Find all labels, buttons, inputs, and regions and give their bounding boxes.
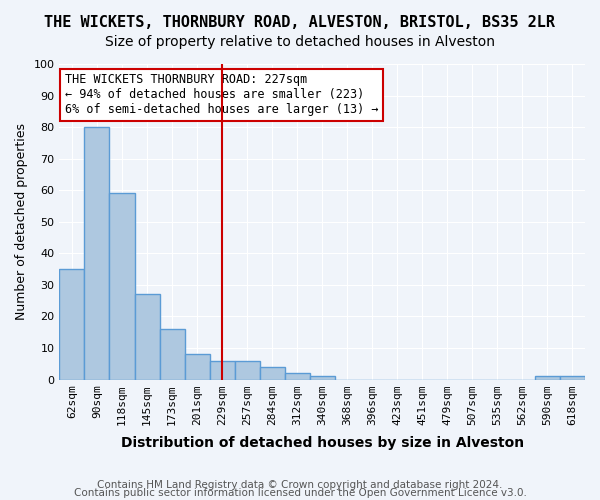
- Text: THE WICKETS THORNBURY ROAD: 227sqm
← 94% of detached houses are smaller (223)
6%: THE WICKETS THORNBURY ROAD: 227sqm ← 94%…: [65, 74, 378, 116]
- Bar: [560, 376, 585, 380]
- Y-axis label: Number of detached properties: Number of detached properties: [15, 124, 28, 320]
- Bar: [160, 329, 185, 380]
- Text: THE WICKETS, THORNBURY ROAD, ALVESTON, BRISTOL, BS35 2LR: THE WICKETS, THORNBURY ROAD, ALVESTON, B…: [44, 15, 556, 30]
- Text: Size of property relative to detached houses in Alveston: Size of property relative to detached ho…: [105, 35, 495, 49]
- Bar: [59, 269, 85, 380]
- Bar: [109, 194, 134, 380]
- Bar: [185, 354, 209, 380]
- Bar: [310, 376, 335, 380]
- Bar: [284, 373, 310, 380]
- Bar: [235, 360, 260, 380]
- X-axis label: Distribution of detached houses by size in Alveston: Distribution of detached houses by size …: [121, 436, 524, 450]
- Bar: [134, 294, 160, 380]
- Text: Contains public sector information licensed under the Open Government Licence v3: Contains public sector information licen…: [74, 488, 526, 498]
- Bar: [209, 360, 235, 380]
- Bar: [85, 127, 109, 380]
- Bar: [260, 367, 284, 380]
- Bar: [535, 376, 560, 380]
- Text: Contains HM Land Registry data © Crown copyright and database right 2024.: Contains HM Land Registry data © Crown c…: [97, 480, 503, 490]
